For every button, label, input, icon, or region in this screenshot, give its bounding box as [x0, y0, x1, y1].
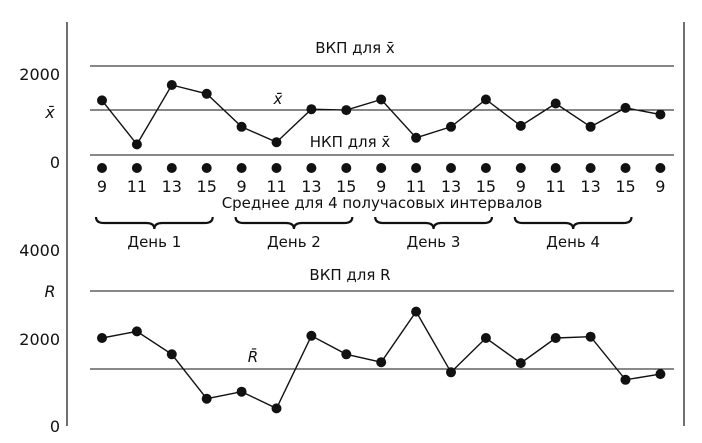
x-tick-label: 11: [546, 177, 566, 196]
r-point: [166, 349, 177, 360]
x-tick-label: 9: [376, 177, 386, 196]
sample-dot: [446, 163, 456, 173]
xbar-point: [166, 80, 177, 90]
xbar-tick-0: 0: [50, 153, 60, 172]
r-center-label: R̄: [248, 347, 258, 366]
r-ucl-label: ВКП для R: [309, 266, 390, 284]
day-label: День 4: [546, 233, 600, 251]
sample-dot: [550, 163, 561, 173]
xbar-point: [655, 109, 666, 120]
r-axis-label: R: [44, 282, 55, 301]
x-axis-label: Среднее для 4 получасовых интервалов: [222, 194, 543, 212]
sample-dot: [515, 163, 526, 173]
x-tick-label: 11: [127, 177, 147, 196]
xbar-ucl-label: ВКП для x̄: [315, 39, 395, 57]
xbar-point: [341, 105, 352, 116]
r-point: [550, 333, 561, 343]
x-tick-label: 11: [266, 177, 286, 196]
sample-dot: [97, 163, 107, 173]
x-tick-label: 13: [441, 177, 461, 196]
xbar-point: [271, 137, 282, 148]
r-point: [620, 374, 631, 385]
xbar-point: [376, 94, 387, 105]
r-point: [236, 386, 247, 397]
r-point: [376, 357, 387, 368]
xbar-point: [480, 94, 491, 105]
x-tick-label: 9: [516, 177, 526, 196]
r-point: [411, 306, 422, 317]
x-tick-label: 11: [406, 177, 426, 196]
sample-dot: [131, 163, 142, 173]
xbar-point: [306, 104, 317, 115]
x-tick-label: 15: [476, 177, 496, 196]
x-tick-label: 9: [655, 177, 665, 196]
sample-dot: [411, 163, 422, 173]
xbar-tick-2000: 2000: [19, 65, 60, 84]
day-brace: [374, 216, 493, 230]
x-tick-label: 13: [162, 177, 182, 196]
r-point: [446, 367, 456, 378]
sample-dot: [166, 163, 177, 173]
day-label: День 3: [407, 233, 461, 251]
xbar-point: [620, 102, 631, 113]
r-tick-0: 0: [50, 417, 60, 436]
xbar-point: [411, 132, 422, 143]
sample-dot: [236, 163, 247, 173]
day-brace: [94, 216, 214, 230]
x-tick-label: 15: [197, 177, 217, 196]
r-point: [201, 393, 212, 404]
day-label: День 2: [267, 233, 321, 251]
day-label: День 1: [127, 233, 181, 251]
r-point: [480, 333, 491, 343]
xbar-point: [131, 139, 142, 150]
r-point: [131, 326, 142, 337]
r-point: [585, 331, 596, 342]
xbar-point: [550, 98, 561, 109]
day-brace: [513, 216, 633, 230]
r-point: [97, 333, 107, 343]
xbar-point: [446, 121, 456, 132]
sample-dot: [620, 163, 631, 173]
day-brace: [234, 216, 354, 230]
r-point: [515, 358, 526, 369]
r-point: [655, 369, 666, 380]
x-tick-label: 15: [615, 177, 635, 196]
xbar-point: [236, 121, 247, 132]
xbar-point: [515, 120, 526, 131]
xbar-lcl-label: НКП для x̄: [310, 133, 391, 151]
xbar-point: [201, 88, 212, 99]
x-tick-label: 13: [301, 177, 321, 196]
x-tick-label: 13: [580, 177, 600, 196]
sample-dot: [201, 163, 212, 173]
r-point: [271, 403, 282, 414]
sample-dot: [480, 163, 491, 173]
sample-dot: [655, 163, 666, 173]
r-tick-4000: 4000: [19, 241, 60, 260]
sample-dot: [306, 163, 317, 173]
sample-dot: [585, 163, 596, 173]
xbar-center-label: x̄̄: [273, 90, 283, 108]
x-tick-label: 9: [97, 177, 107, 196]
sample-dot: [376, 163, 387, 173]
xbar-point: [97, 95, 107, 106]
r-point: [306, 330, 317, 341]
xbar-axis-label: x̄: [44, 103, 55, 122]
xbar-point: [585, 121, 596, 132]
sample-dot: [341, 163, 352, 173]
x-tick-label: 15: [336, 177, 356, 196]
r-point: [341, 349, 352, 360]
sample-dot: [271, 163, 282, 173]
x-tick-label: 9: [237, 177, 247, 196]
r-tick-2000: 2000: [19, 330, 60, 349]
